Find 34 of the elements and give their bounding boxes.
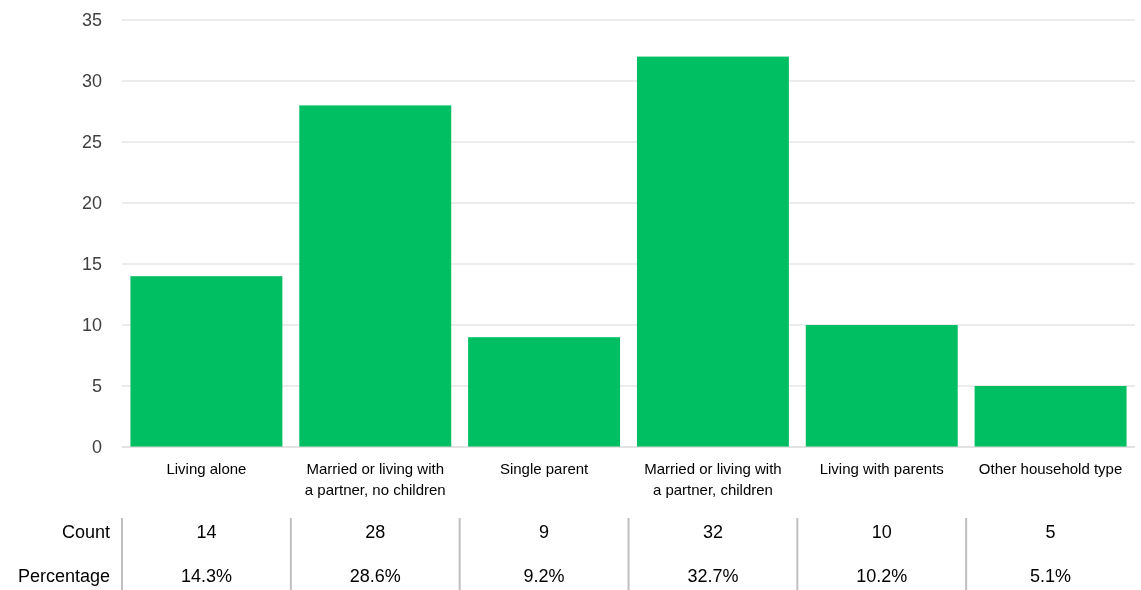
y-tick-label: 15 [81,254,102,275]
data-label: 32 [702,522,723,543]
data-label: 5 [1045,522,1056,543]
bar [636,56,789,447]
y-tick-label: 5 [91,376,102,397]
text: Count [61,522,110,543]
bar [130,276,283,447]
data-label: 10 [871,522,892,543]
x-tick-label: Married or living with a partner, no children [304,460,446,498]
y-tick-label: 0 [91,437,102,458]
x-tick-label: Single parent [499,460,590,477]
text: Percentage [17,566,110,587]
text: 32.7% [687,566,739,587]
data-label: 28 [365,522,386,543]
text: 9.2% [523,566,565,587]
y-tick-label: 30 [81,71,102,92]
bar [805,325,958,447]
y-tick-label: 10 [81,315,102,336]
bar [299,105,452,447]
text: 10.2% [856,566,908,587]
x-tick-label: Living alone [166,460,247,477]
data-label: 9 [539,522,550,543]
text: 14.3% [180,566,232,587]
data-label: 14 [196,522,217,543]
text: 28.6% [349,566,401,587]
y-tick-label: 25 [81,132,102,153]
y-tick-label: 35 [81,10,102,31]
x-tick-label: Married or living with a partner, children [644,460,782,498]
y-tick-label: 20 [81,193,102,214]
text: 5.1% [1030,566,1072,587]
bar [974,386,1127,447]
bar [468,337,621,447]
x-tick-label: Other household type [978,460,1123,477]
x-tick-label: Living with parents [819,460,944,477]
